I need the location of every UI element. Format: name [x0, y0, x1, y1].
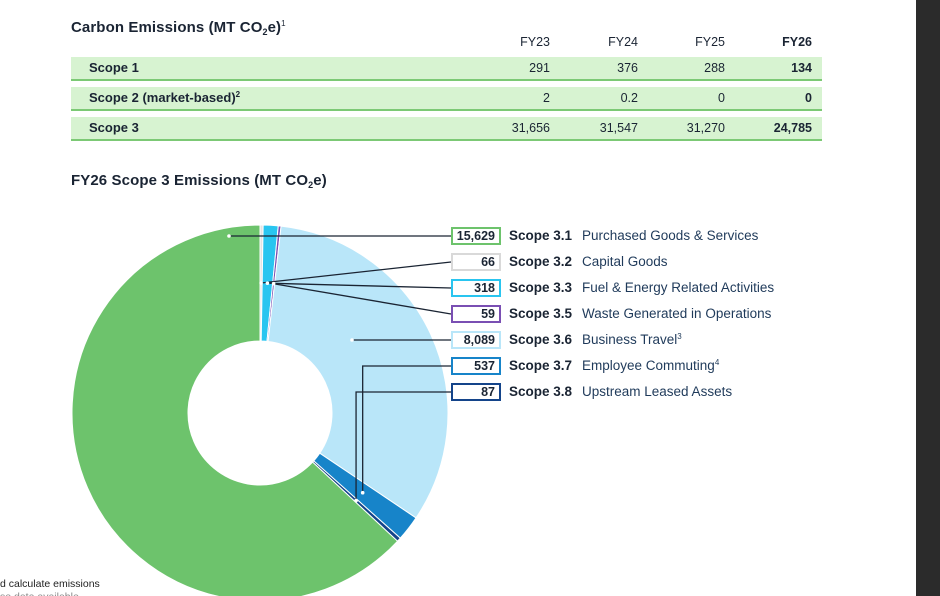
table-cell: 24,785 — [773, 121, 812, 135]
legend-label: Waste Generated in Operations — [582, 306, 772, 321]
legend-code: Scope 3.1 — [509, 228, 573, 243]
table-title: Carbon Emissions (MT CO2e)1 — [71, 19, 286, 37]
table-row-scope-2: Scope 2 (market-based)2 2 0.2 0 0 — [71, 87, 822, 111]
legend-value-box: 8,089 — [451, 331, 501, 349]
column-header-fy26: FY26 — [782, 35, 812, 49]
donut-slice — [267, 225, 449, 519]
table-cell: 291 — [529, 61, 550, 75]
leader-dot — [350, 338, 354, 342]
table-cell: 31,656 — [511, 121, 550, 135]
table-cell: 0 — [718, 91, 725, 105]
row-label: Scope 2 (market-based)2 — [89, 90, 241, 105]
table-cell: 2 — [543, 91, 550, 105]
table-row-scope-3: Scope 3 31,656 31,547 31,270 24,785 — [71, 117, 822, 141]
legend-label: Employee Commuting4 — [582, 358, 720, 373]
leader-dot — [360, 490, 365, 495]
table-cell: 376 — [617, 61, 638, 75]
row-label: Scope 1 — [89, 60, 139, 75]
legend-label: Upstream Leased Assets — [582, 384, 733, 399]
leader-dot — [354, 498, 358, 503]
right-scrollbar-panel — [916, 0, 940, 596]
legend-value-box: 87 — [451, 383, 501, 401]
table-cell: 134 — [791, 61, 812, 75]
legend-code: Scope 3.2 — [509, 254, 573, 269]
table-cell: 31,270 — [686, 121, 725, 135]
legend-code: Scope 3.6 — [509, 332, 573, 347]
legend-value-box: 66 — [451, 253, 501, 271]
legend-label: Fuel & Energy Related Activities — [582, 280, 775, 295]
legend-code: Scope 3.8 — [509, 384, 573, 399]
leader-dot — [265, 281, 270, 286]
table-row-scope-1: Scope 1 291 376 288 134 — [71, 57, 822, 81]
leader-line — [362, 365, 451, 493]
legend-label: Purchased Goods & Services — [582, 228, 759, 243]
leader-dot — [259, 281, 263, 285]
leader-line — [267, 282, 452, 289]
table-cell: 31,547 — [599, 121, 638, 135]
donut-title: FY26 Scope 3 Emissions (MT CO2e) — [71, 172, 327, 190]
legend-value-box: 537 — [451, 357, 501, 375]
leader-line — [261, 261, 452, 284]
table-cell: 0 — [805, 91, 812, 105]
legend-value-box: 59 — [451, 305, 501, 323]
legend-label: Capital Goods — [582, 254, 668, 269]
row-label: Scope 3 — [89, 120, 139, 135]
footnote: se data available — [0, 591, 120, 596]
leader-dot — [227, 234, 231, 238]
footnote: d calculate emissions — [0, 578, 100, 590]
legend-code: Scope 3.5 — [509, 306, 573, 321]
column-header-fy23: FY23 — [520, 35, 550, 49]
column-header-fy24: FY24 — [608, 35, 638, 49]
donut-slice — [71, 224, 399, 596]
legend-value-box: 15,629 — [451, 227, 501, 245]
leader-line — [355, 391, 451, 501]
legend-code: Scope 3.7 — [509, 358, 573, 373]
legend-code: Scope 3.3 — [509, 280, 573, 295]
table-cell: 288 — [704, 61, 725, 75]
leader-line — [273, 283, 452, 315]
legend-label: Business Travel3 — [582, 332, 682, 347]
leader-dot — [271, 281, 276, 286]
table-cell: 0.2 — [620, 91, 638, 105]
column-header-fy25: FY25 — [695, 35, 725, 49]
legend-value-box: 318 — [451, 279, 501, 297]
